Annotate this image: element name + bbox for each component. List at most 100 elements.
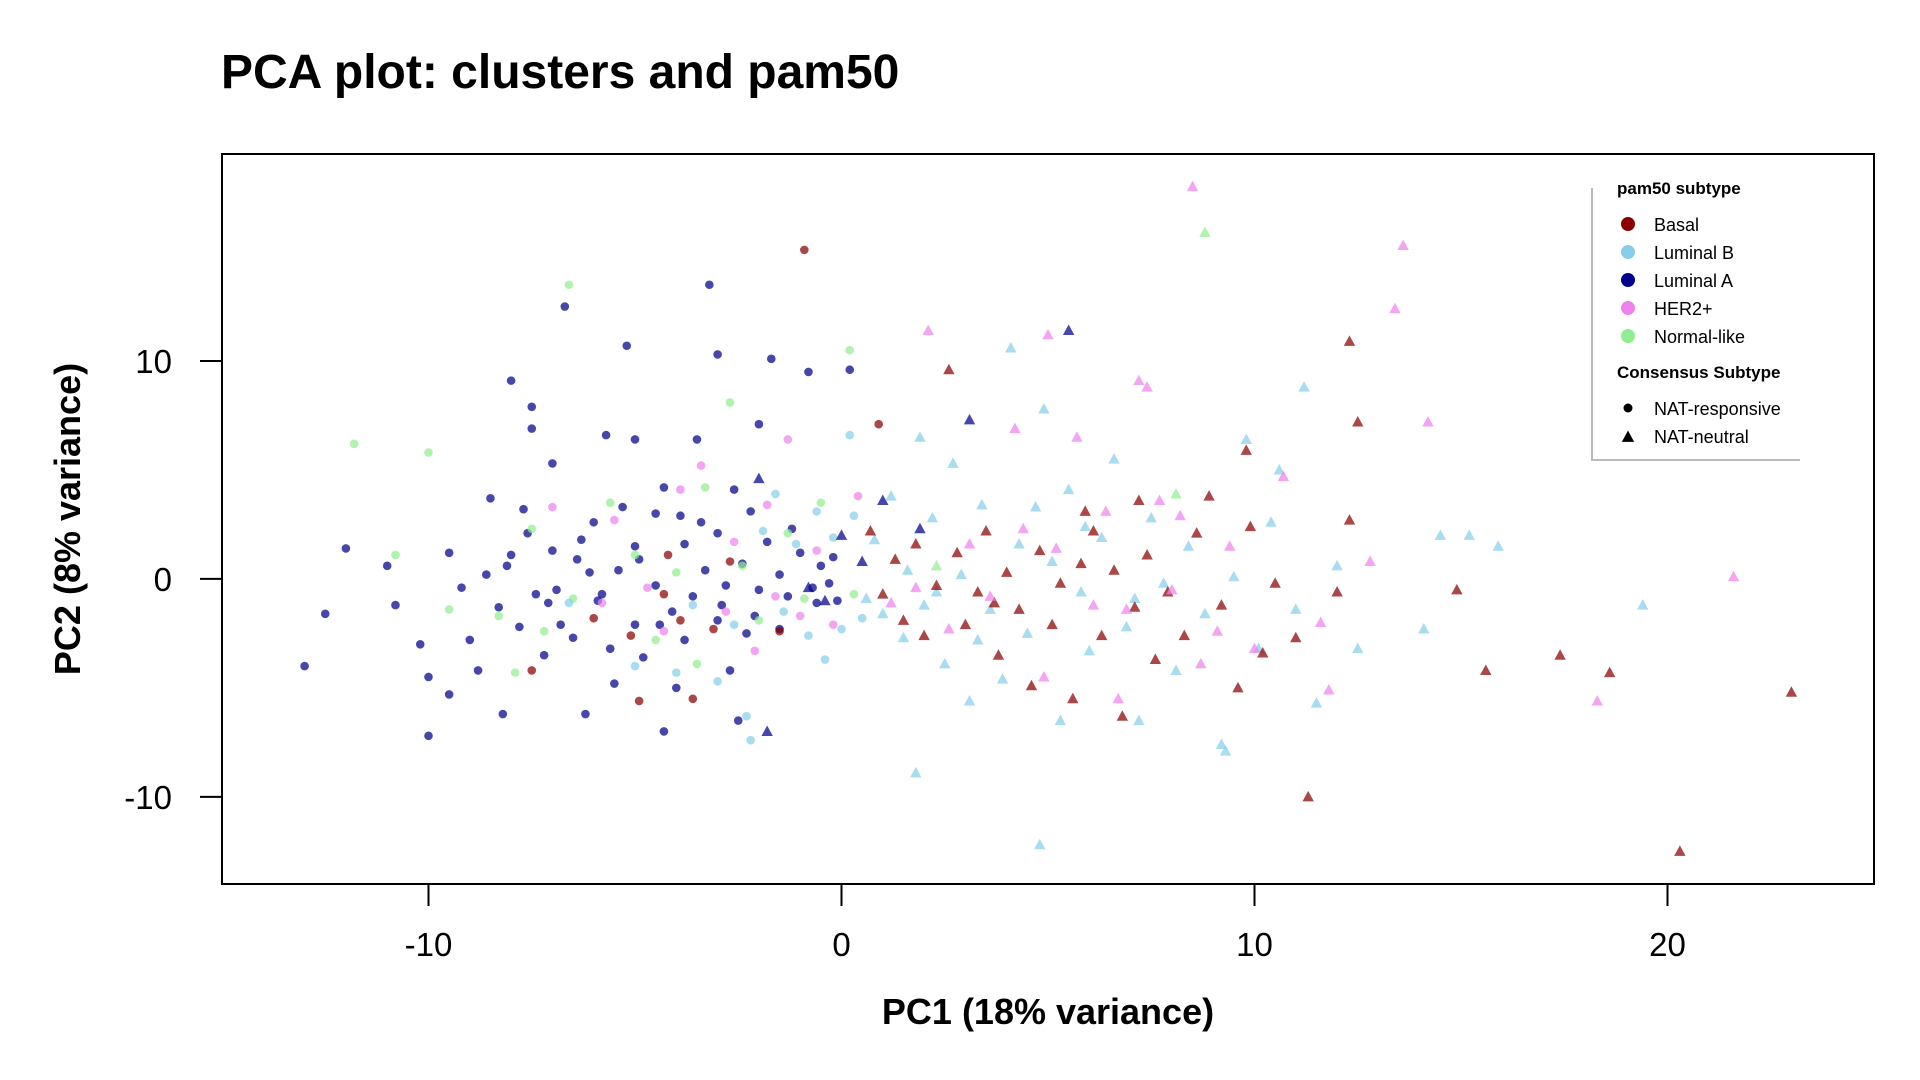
data-point: [614, 565, 623, 575]
data-point: [659, 626, 669, 636]
chart-title: PCA plot: clusters and pam50: [221, 46, 899, 99]
data-point: [992, 649, 1005, 660]
legend-shape-label: NAT-neutral: [1654, 427, 1749, 447]
data-point: [713, 677, 722, 686]
legend-color-title: pam50 subtype: [1617, 179, 1741, 198]
legend-color-label: Basal: [1654, 215, 1699, 235]
data-point: [1079, 520, 1091, 532]
data-point: [1389, 302, 1401, 314]
data-point: [498, 709, 508, 719]
data-point: [1120, 620, 1133, 632]
data-point: [391, 550, 400, 560]
data-point: [857, 613, 867, 623]
data-point: [963, 694, 976, 706]
data-point: [539, 626, 549, 636]
data-point: [1153, 494, 1166, 505]
data-point: [1199, 607, 1211, 619]
data-point: [444, 690, 454, 699]
data-point: [1277, 470, 1290, 482]
data-point: [877, 494, 889, 505]
data-point: [630, 620, 640, 629]
data-point: [1095, 629, 1108, 641]
legend-shape-marker: [1623, 403, 1633, 413]
data-point: [444, 605, 454, 614]
data-point: [856, 555, 868, 566]
data-point: [696, 461, 706, 470]
data-point: [972, 633, 984, 645]
data-point: [1219, 745, 1232, 756]
data-point: [750, 646, 760, 656]
data-point: [667, 607, 677, 616]
data-point: [733, 716, 743, 725]
data-point: [506, 376, 516, 385]
x-axis: -10 0 10 20: [405, 884, 1686, 963]
data-point: [1269, 577, 1281, 588]
data-point: [1075, 557, 1087, 569]
data-point: [1323, 684, 1335, 695]
data-point: [527, 524, 537, 534]
data-point: [1232, 681, 1244, 693]
data-point: [754, 419, 764, 429]
data-point: [1149, 653, 1162, 665]
data-point: [548, 546, 557, 555]
data-point: [1240, 433, 1252, 444]
data-point: [914, 431, 926, 442]
data-point: [910, 766, 922, 778]
data-point: [638, 653, 648, 662]
data-point: [874, 419, 883, 429]
data-point: [300, 661, 309, 671]
data-point: [634, 696, 644, 706]
legend-shape-label: NAT-responsive: [1654, 399, 1781, 419]
data-point: [465, 635, 475, 645]
data-point: [531, 589, 541, 599]
data-point: [568, 633, 578, 643]
data-point: [692, 659, 702, 669]
data-point: [424, 448, 433, 457]
data-point: [1480, 664, 1492, 675]
data-point: [1116, 710, 1129, 721]
data-point: [577, 535, 586, 545]
data-point: [610, 515, 619, 525]
data-point: [725, 666, 735, 675]
data-point: [930, 586, 943, 597]
data-point: [552, 585, 561, 595]
data-point: [802, 581, 815, 593]
data-point: [1017, 522, 1029, 534]
data-point: [1397, 239, 1409, 251]
data-point: [1451, 583, 1463, 595]
y-tick-label: 0: [154, 561, 172, 598]
data-point: [1785, 686, 1798, 697]
data-point: [659, 589, 669, 599]
data-point: [963, 538, 976, 549]
data-point: [1120, 603, 1133, 614]
data-point: [824, 578, 834, 588]
data-point: [849, 511, 859, 521]
data-point: [676, 485, 685, 494]
data-point: [1215, 599, 1228, 610]
data-point: [341, 544, 351, 553]
data-point: [581, 709, 590, 719]
data-point: [1174, 509, 1186, 521]
data-point: [1603, 666, 1616, 678]
data-point: [795, 548, 805, 558]
data-point: [1050, 542, 1062, 553]
data-point: [1352, 642, 1364, 654]
data-point: [597, 589, 607, 599]
data-point: [972, 586, 984, 597]
data-point: [845, 430, 855, 440]
data-point: [729, 620, 739, 629]
data-point: [816, 561, 826, 571]
data-point: [758, 526, 768, 536]
data-point: [717, 600, 727, 610]
data-point: [783, 592, 793, 601]
data-point: [889, 553, 901, 564]
data-point: [816, 498, 826, 507]
data-point: [1248, 642, 1261, 654]
data-point: [585, 568, 594, 577]
data-point: [672, 668, 681, 677]
data-point: [943, 363, 955, 375]
data-point: [897, 614, 910, 625]
data-point: [868, 533, 881, 545]
data-point: [1062, 324, 1075, 336]
